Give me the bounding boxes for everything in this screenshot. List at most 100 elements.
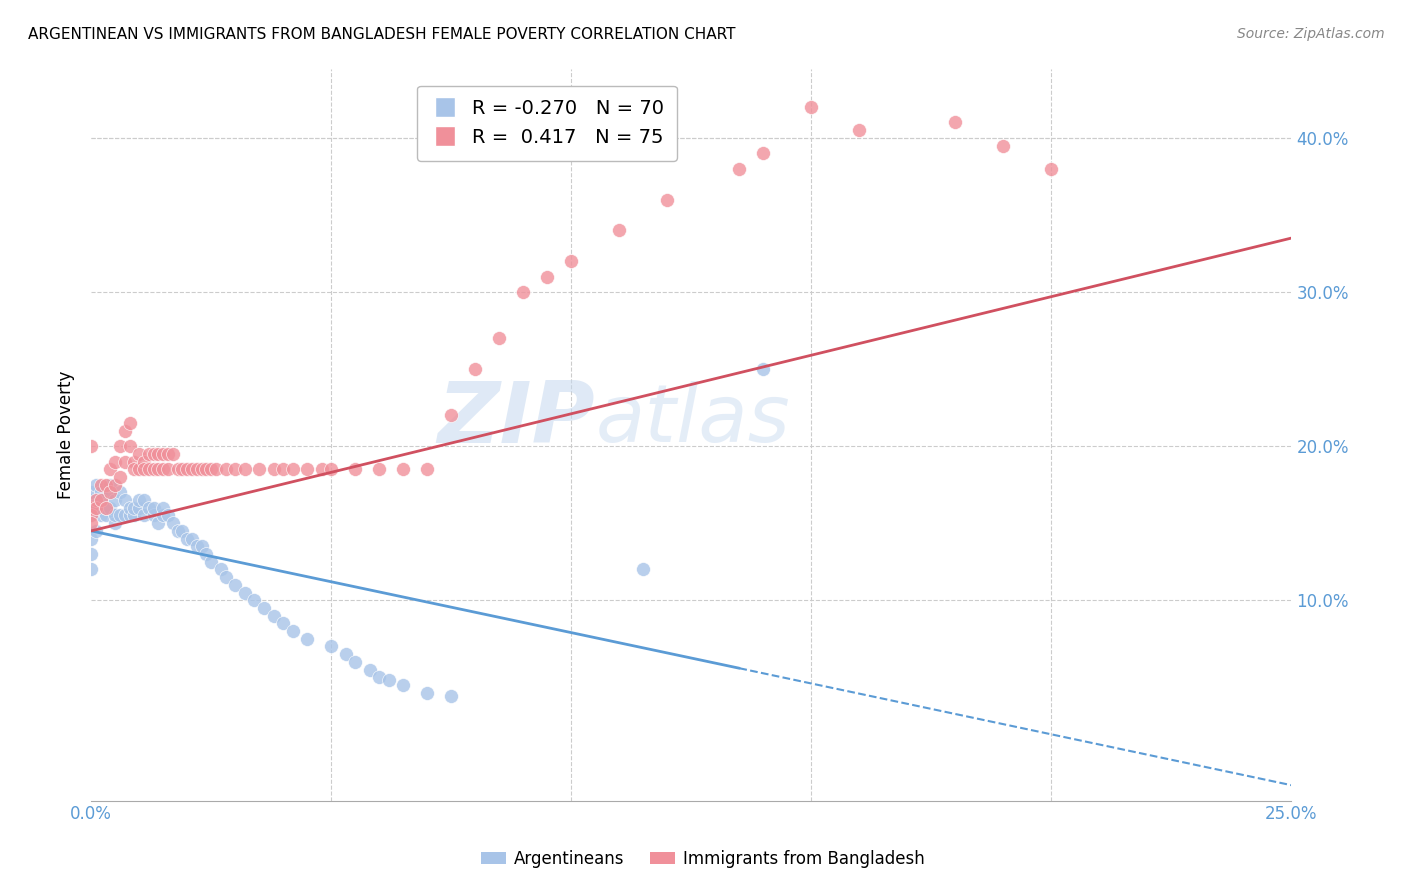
- Point: [392, 678, 415, 692]
- Point: [80, 439, 103, 453]
- Point: [281, 624, 304, 638]
- Point: [104, 508, 127, 523]
- Text: ARGENTINEAN VS IMMIGRANTS FROM BANGLADESH FEMALE POVERTY CORRELATION CHART: ARGENTINEAN VS IMMIGRANTS FROM BANGLADES…: [28, 27, 735, 42]
- Point: [98, 500, 121, 515]
- Point: [124, 462, 146, 476]
- Point: [271, 616, 294, 631]
- Point: [321, 640, 343, 654]
- Point: [181, 462, 204, 476]
- Point: [108, 508, 131, 523]
- Point: [378, 673, 401, 688]
- Point: [108, 485, 131, 500]
- Point: [281, 462, 304, 476]
- Point: [440, 689, 463, 703]
- Point: [114, 508, 136, 523]
- Point: [142, 500, 165, 515]
- Point: [128, 447, 150, 461]
- Point: [84, 477, 107, 491]
- Point: [80, 547, 103, 561]
- Point: [128, 462, 150, 476]
- Point: [205, 462, 228, 476]
- Point: [148, 462, 170, 476]
- Point: [263, 462, 285, 476]
- Point: [138, 500, 160, 515]
- Point: [416, 462, 439, 476]
- Point: [118, 416, 141, 430]
- Point: [84, 524, 107, 538]
- Point: [138, 447, 160, 461]
- Y-axis label: Female Poverty: Female Poverty: [58, 370, 75, 499]
- Point: [1040, 161, 1063, 176]
- Point: [752, 362, 775, 376]
- Point: [152, 447, 174, 461]
- Point: [148, 447, 170, 461]
- Point: [253, 601, 276, 615]
- Point: [800, 100, 823, 114]
- Point: [214, 570, 236, 584]
- Point: [209, 562, 232, 576]
- Point: [80, 500, 103, 515]
- Point: [633, 562, 655, 576]
- Point: [156, 462, 179, 476]
- Point: [152, 462, 174, 476]
- Point: [114, 424, 136, 438]
- Point: [993, 138, 1015, 153]
- Point: [368, 462, 391, 476]
- Point: [186, 462, 208, 476]
- Point: [440, 409, 463, 423]
- Point: [186, 539, 208, 553]
- Point: [172, 462, 194, 476]
- Point: [607, 223, 630, 237]
- Point: [243, 593, 266, 607]
- Point: [176, 462, 198, 476]
- Point: [488, 331, 510, 345]
- Point: [752, 146, 775, 161]
- Point: [142, 508, 165, 523]
- Point: [176, 532, 198, 546]
- Point: [80, 516, 103, 531]
- Point: [90, 477, 112, 491]
- Point: [94, 477, 117, 491]
- Point: [152, 508, 174, 523]
- Point: [848, 123, 870, 137]
- Point: [124, 508, 146, 523]
- Point: [359, 663, 381, 677]
- Point: [172, 524, 194, 538]
- Point: [200, 555, 222, 569]
- Point: [195, 462, 218, 476]
- Point: [152, 500, 174, 515]
- Point: [98, 485, 121, 500]
- Point: [295, 632, 318, 646]
- Point: [132, 462, 155, 476]
- Point: [233, 585, 256, 599]
- Point: [321, 462, 343, 476]
- Point: [247, 462, 270, 476]
- Point: [166, 524, 188, 538]
- Point: [108, 470, 131, 484]
- Point: [118, 439, 141, 453]
- Point: [335, 647, 357, 661]
- Point: [108, 439, 131, 453]
- Point: [118, 508, 141, 523]
- Point: [138, 462, 160, 476]
- Point: [311, 462, 333, 476]
- Point: [195, 547, 218, 561]
- Point: [132, 508, 155, 523]
- Point: [80, 562, 103, 576]
- Point: [104, 454, 127, 468]
- Point: [90, 508, 112, 523]
- Point: [84, 500, 107, 515]
- Point: [416, 686, 439, 700]
- Point: [392, 462, 415, 476]
- Point: [344, 655, 367, 669]
- Point: [156, 508, 179, 523]
- Point: [728, 161, 751, 176]
- Point: [104, 516, 127, 531]
- Point: [190, 462, 212, 476]
- Point: [512, 285, 534, 299]
- Text: Source: ZipAtlas.com: Source: ZipAtlas.com: [1237, 27, 1385, 41]
- Point: [162, 516, 184, 531]
- Point: [80, 508, 103, 523]
- Point: [80, 500, 103, 515]
- Point: [224, 578, 246, 592]
